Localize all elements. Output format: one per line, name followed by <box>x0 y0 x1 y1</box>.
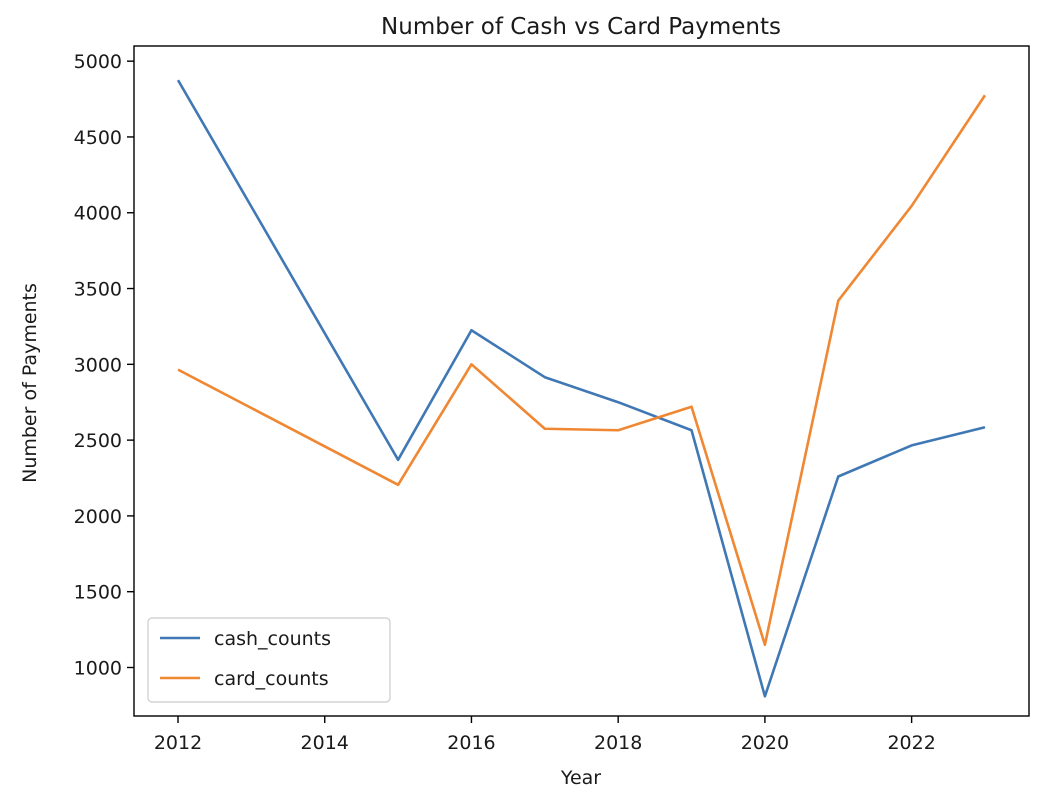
series-line-card-counts <box>177 94 987 647</box>
series-lines <box>176 79 987 698</box>
x-tick-label: 2018 <box>594 732 642 754</box>
x-tick-label: 2014 <box>301 732 349 754</box>
legend: cash_counts card_counts <box>147 617 391 703</box>
y-tick-label: 4500 <box>74 127 122 149</box>
y-tick-label: 3500 <box>74 279 122 301</box>
y-tick-label: 2500 <box>74 430 122 452</box>
y-axis-title: Number of Payments <box>19 283 41 483</box>
legend-box <box>147 617 391 703</box>
y-tick-label: 1000 <box>74 657 122 679</box>
axes: 2012 2014 2016 2018 2020 2022 1000 1500 2000 2500… <box>74 45 1030 754</box>
series-line-cash-counts <box>176 79 986 698</box>
plot-frame <box>133 45 1030 717</box>
y-tick-label: 2000 <box>74 506 122 528</box>
x-tick-label: 2022 <box>887 732 935 754</box>
x-axis-title: Year <box>560 767 601 789</box>
x-tick-label: 2016 <box>447 732 495 754</box>
y-tick-label: 1500 <box>74 582 122 604</box>
y-tick-label: 5000 <box>74 51 122 73</box>
legend-label-card-counts: card_counts <box>214 668 329 690</box>
legend-label-cash-counts: cash_counts <box>214 628 331 650</box>
x-tick-label: 2020 <box>741 732 789 754</box>
y-tick-label: 3000 <box>74 354 122 376</box>
chart-title: Number of Cash vs Card Payments <box>381 14 781 40</box>
y-tick-label: 4000 <box>74 203 122 225</box>
x-tick-label: 2012 <box>154 732 202 754</box>
